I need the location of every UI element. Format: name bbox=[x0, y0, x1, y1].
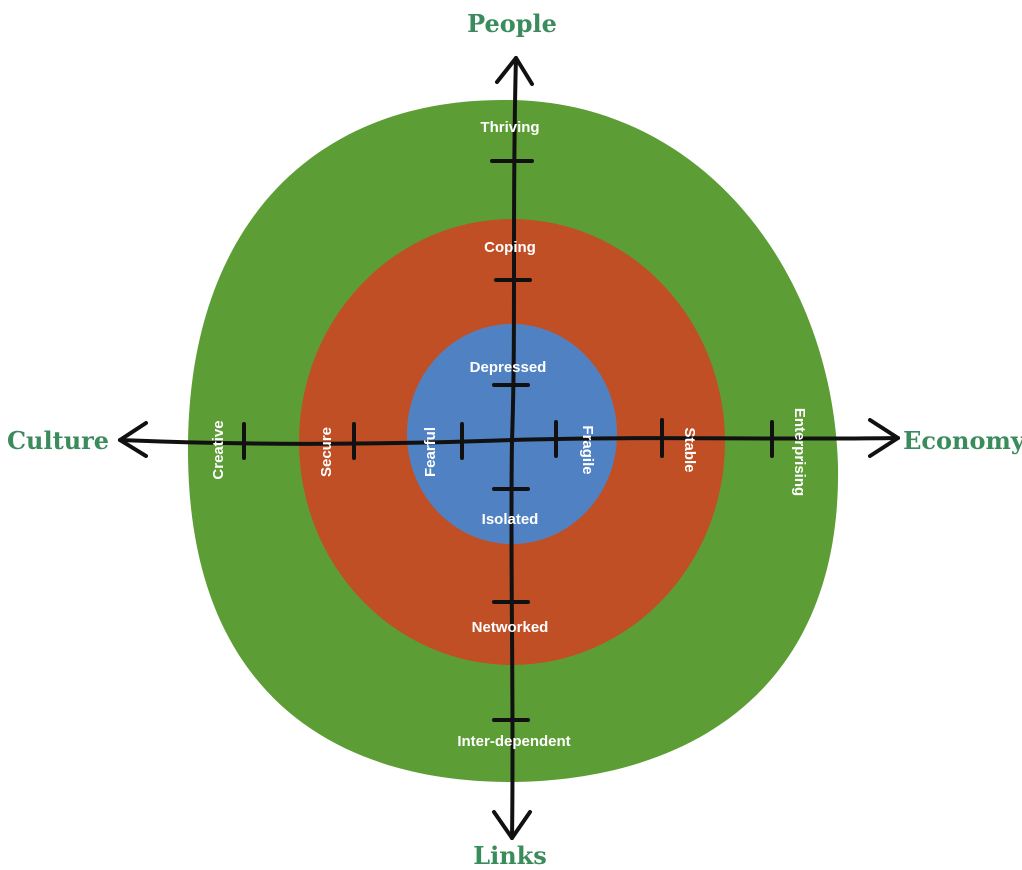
arrow-down-icon bbox=[492, 810, 532, 840]
arrow-up-icon bbox=[495, 56, 534, 86]
label-networked: Networked bbox=[472, 619, 549, 636]
axis-title-people: People bbox=[467, 9, 557, 38]
label-thriving: Thriving bbox=[480, 119, 539, 136]
label-stable: Stable bbox=[681, 427, 698, 472]
label-isolated: Isolated bbox=[482, 511, 539, 528]
label-fearful: Fearful bbox=[422, 427, 439, 477]
label-secure: Secure bbox=[318, 427, 335, 477]
label-creative: Creative bbox=[210, 420, 227, 479]
label-depressed: Depressed bbox=[470, 359, 547, 376]
arrow-right-icon bbox=[868, 418, 900, 458]
label-fragile: Fragile bbox=[579, 425, 596, 474]
horizontal-axis bbox=[118, 436, 900, 446]
arrow-left-icon bbox=[118, 421, 148, 458]
axis-title-economy: Economy bbox=[903, 426, 1022, 455]
axis-title-culture: Culture bbox=[7, 426, 109, 455]
axis-title-links: Links bbox=[473, 841, 547, 870]
label-inter-dependent: Inter-dependent bbox=[457, 733, 570, 750]
label-coping: Coping bbox=[484, 239, 536, 256]
label-enterprising: Enterprising bbox=[791, 408, 808, 496]
